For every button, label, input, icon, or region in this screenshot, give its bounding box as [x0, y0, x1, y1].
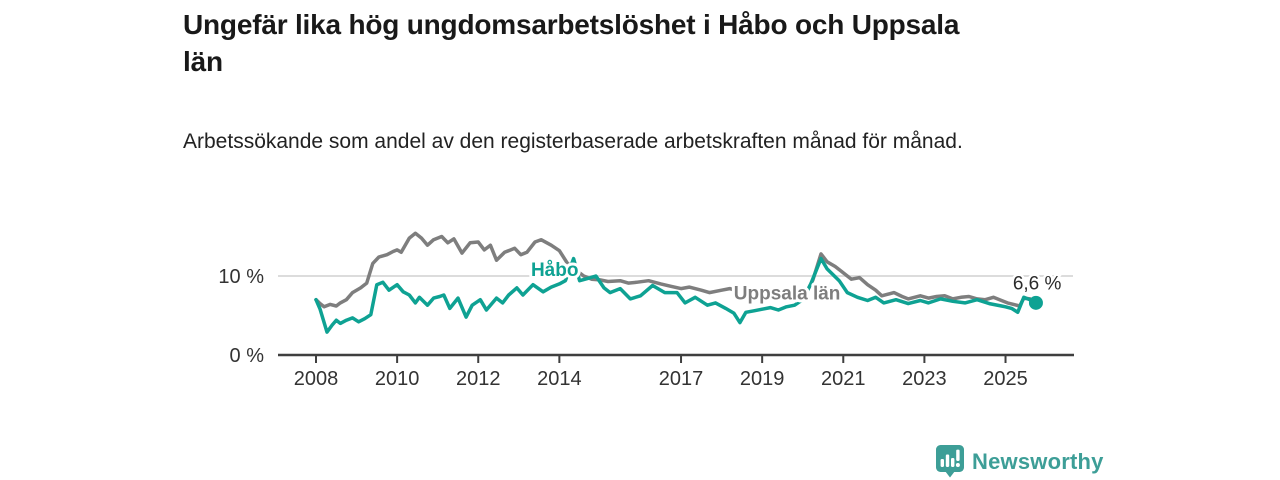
- x-axis-tick-label: 2025: [983, 368, 1028, 390]
- chart-line-uppsala-l-n: [314, 231, 1032, 309]
- x-axis-tick-label: 2008: [294, 368, 339, 390]
- x-axis-tick-label: 2019: [740, 368, 785, 390]
- x-axis-tick-label: 2023: [902, 368, 947, 390]
- x-axis-tick-label: 2012: [456, 368, 501, 390]
- x-axis-tick-label: 2021: [821, 368, 866, 390]
- end-value-label: 6,6 %: [1013, 273, 1062, 294]
- newsworthy-logo[interactable]: Newsworthy: [936, 445, 1104, 478]
- page-title: Ungefär lika hög ungdomsarbetslöshet i H…: [183, 9, 960, 77]
- x-axis-tick-label: 2017: [659, 368, 704, 390]
- newsworthy-logo-text: Newsworthy: [972, 448, 1104, 474]
- newsworthy-chart-bubble-icon: [936, 445, 964, 478]
- series-label-uppsala-l-n: Uppsala län: [734, 284, 841, 305]
- y-axis-tick-label: 0 %: [230, 345, 265, 367]
- end-point-dot: [1028, 295, 1043, 310]
- x-axis-tick-label: 2014: [537, 368, 582, 390]
- chart-line-h-bo: [314, 256, 1038, 334]
- page-subtitle: Arbetssökande som andel av den registerb…: [183, 130, 963, 153]
- series-label-h-bo: Håbo: [531, 260, 579, 281]
- x-axis-tick-label: 2010: [375, 368, 420, 390]
- y-axis-tick-label: 10 %: [218, 266, 264, 288]
